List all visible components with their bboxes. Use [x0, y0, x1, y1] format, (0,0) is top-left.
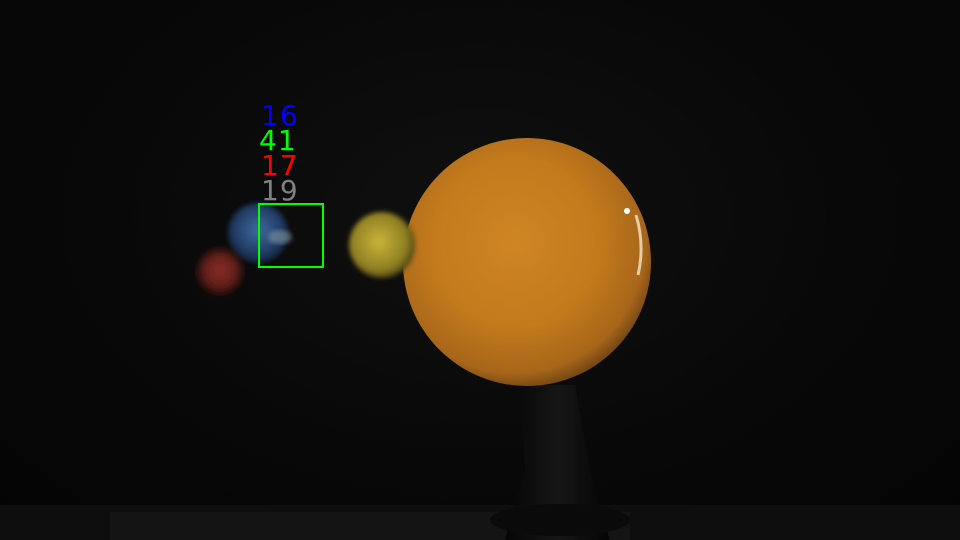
overlay-label-gray: 19	[261, 174, 299, 207]
detection-bounding-box	[258, 203, 324, 268]
stand	[505, 385, 610, 540]
overlay-label-blue: 16	[261, 99, 299, 132]
overlay-label-red: 17	[261, 149, 299, 182]
red-planet	[198, 250, 242, 294]
sun-highlight	[634, 214, 643, 276]
sun-model	[403, 138, 651, 386]
yellow-planet	[349, 212, 415, 278]
sun-specular	[624, 208, 630, 214]
overlay-label-green: 41	[259, 124, 297, 157]
stand-base	[490, 504, 630, 536]
earth-cloud-patch	[268, 230, 292, 244]
